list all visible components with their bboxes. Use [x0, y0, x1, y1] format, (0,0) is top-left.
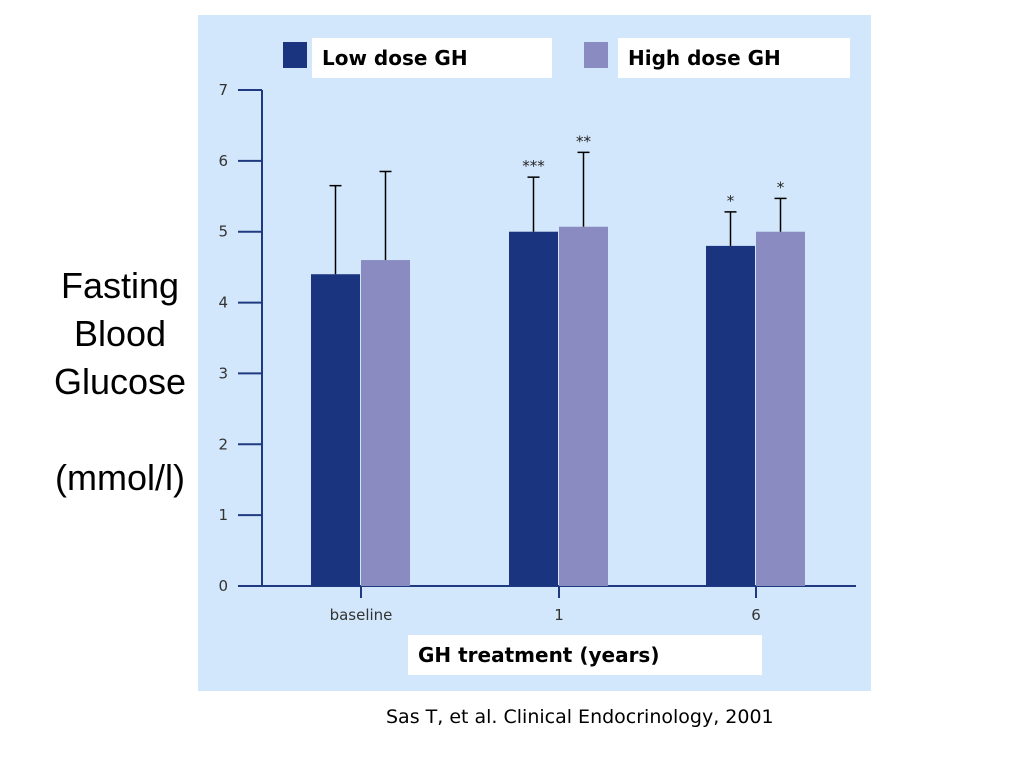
y-tick-label: 2 — [218, 435, 228, 453]
y-axis-title-line-1: Fasting — [60, 265, 180, 306]
citation: Sas T, et al. Clinical Endocrinology, 20… — [386, 706, 774, 728]
y-axis-title-line-2: Blood — [73, 313, 167, 354]
y-axis-unit: (mmol/l) — [55, 457, 185, 498]
legend-item-low: Low dose GH — [312, 38, 552, 78]
significance-label: * — [777, 178, 785, 196]
y-tick-label: 4 — [218, 294, 228, 312]
bar-low — [311, 274, 360, 586]
y-tick-label: 3 — [218, 364, 228, 382]
bar-low — [706, 245, 755, 586]
significance-label: *** — [522, 157, 545, 175]
legend-swatch-low — [283, 42, 307, 68]
y-tick-label: 0 — [218, 577, 228, 595]
legend-item-high: High dose GH — [618, 38, 850, 78]
significance-label: ** — [576, 132, 592, 150]
legend-swatch-high — [584, 42, 608, 68]
bar-high — [361, 260, 410, 586]
x-tick-label: 6 — [751, 606, 761, 624]
bar-high — [559, 226, 608, 587]
x-tick-label: baseline — [330, 606, 393, 624]
y-tick-label: 1 — [218, 506, 228, 524]
x-axis-title: GH treatment (years) — [408, 635, 762, 675]
y-tick-label: 7 — [218, 81, 228, 99]
y-tick-label: 6 — [218, 152, 228, 170]
y-tick-label: 5 — [218, 223, 228, 241]
x-tick-label: 1 — [554, 606, 564, 624]
significance-label: * — [727, 192, 735, 210]
bar-high — [756, 231, 805, 586]
bar-low — [509, 231, 558, 586]
y-axis-title-line-3: Glucose — [53, 361, 187, 402]
y-axis-title: Fasting Blood Glucose (mmol/l) — [40, 262, 200, 502]
